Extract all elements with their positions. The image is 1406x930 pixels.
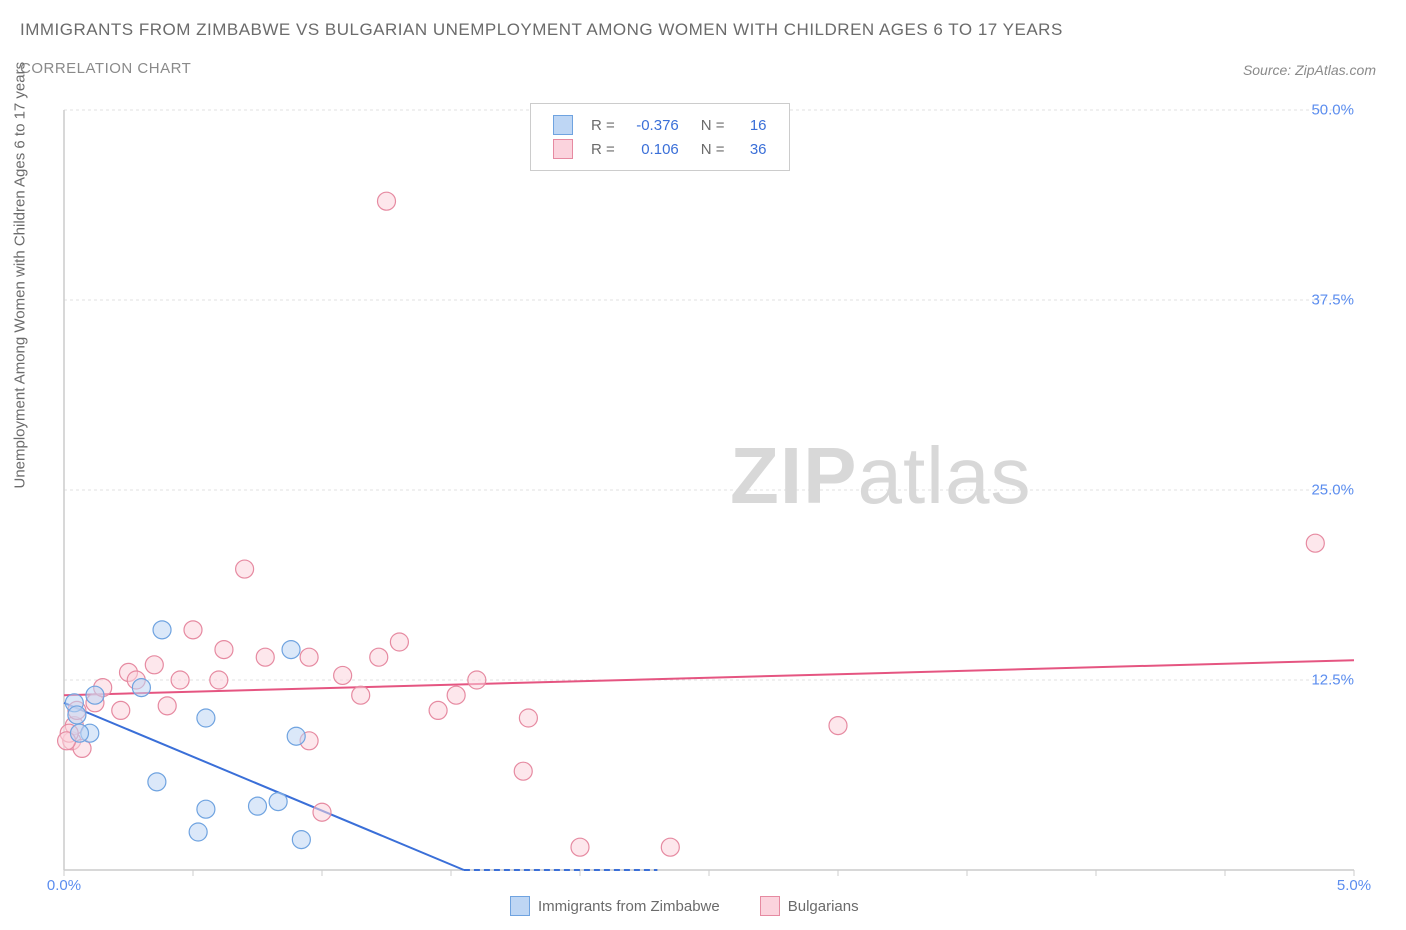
y-tick-label: 25.0% [1311, 482, 1354, 499]
chart-container: IMMIGRANTS FROM ZIMBABWE VS BULGARIAN UN… [0, 0, 1406, 930]
legend-swatch [510, 896, 530, 916]
x-tick-label: 5.0% [1337, 877, 1371, 894]
source-attribution: Source: ZipAtlas.com [1243, 62, 1376, 78]
legend-item: Bulgarians [760, 896, 859, 916]
chart-subtitle: CORRELATION CHART [20, 60, 191, 77]
legend-row: R =0.106N =36 [547, 138, 773, 160]
y-axis-label: Unemployment Among Women with Children A… [12, 62, 29, 489]
x-tick-label: 0.0% [47, 877, 81, 894]
y-tick-label: 50.0% [1311, 102, 1354, 119]
legend-label: Immigrants from Zimbabwe [538, 898, 720, 915]
watermark-bold: ZIP [730, 431, 857, 520]
chart-title: IMMIGRANTS FROM ZIMBABWE VS BULGARIAN UN… [20, 20, 1063, 40]
legend-swatch [553, 139, 573, 159]
correlation-legend-table: R =-0.376N =16R =0.106N =36 [545, 112, 775, 162]
chart-plot-area: 12.5%25.0%37.5%50.0%0.0%5.0% [52, 100, 1372, 890]
watermark: ZIPatlas [730, 430, 1031, 522]
legend-item: Immigrants from Zimbabwe [510, 896, 720, 916]
y-tick-label: 37.5% [1311, 292, 1354, 309]
correlation-legend: R =-0.376N =16R =0.106N =36 [530, 103, 790, 171]
legend-swatch [553, 115, 573, 135]
legend-swatch [760, 896, 780, 916]
legend-label: Bulgarians [788, 898, 859, 915]
legend-row: R =-0.376N =16 [547, 114, 773, 136]
watermark-light: atlas [857, 431, 1031, 520]
series-legend: Immigrants from Zimbabwe Bulgarians [510, 896, 899, 920]
y-tick-label: 12.5% [1311, 672, 1354, 689]
chart-svg [52, 100, 1372, 890]
